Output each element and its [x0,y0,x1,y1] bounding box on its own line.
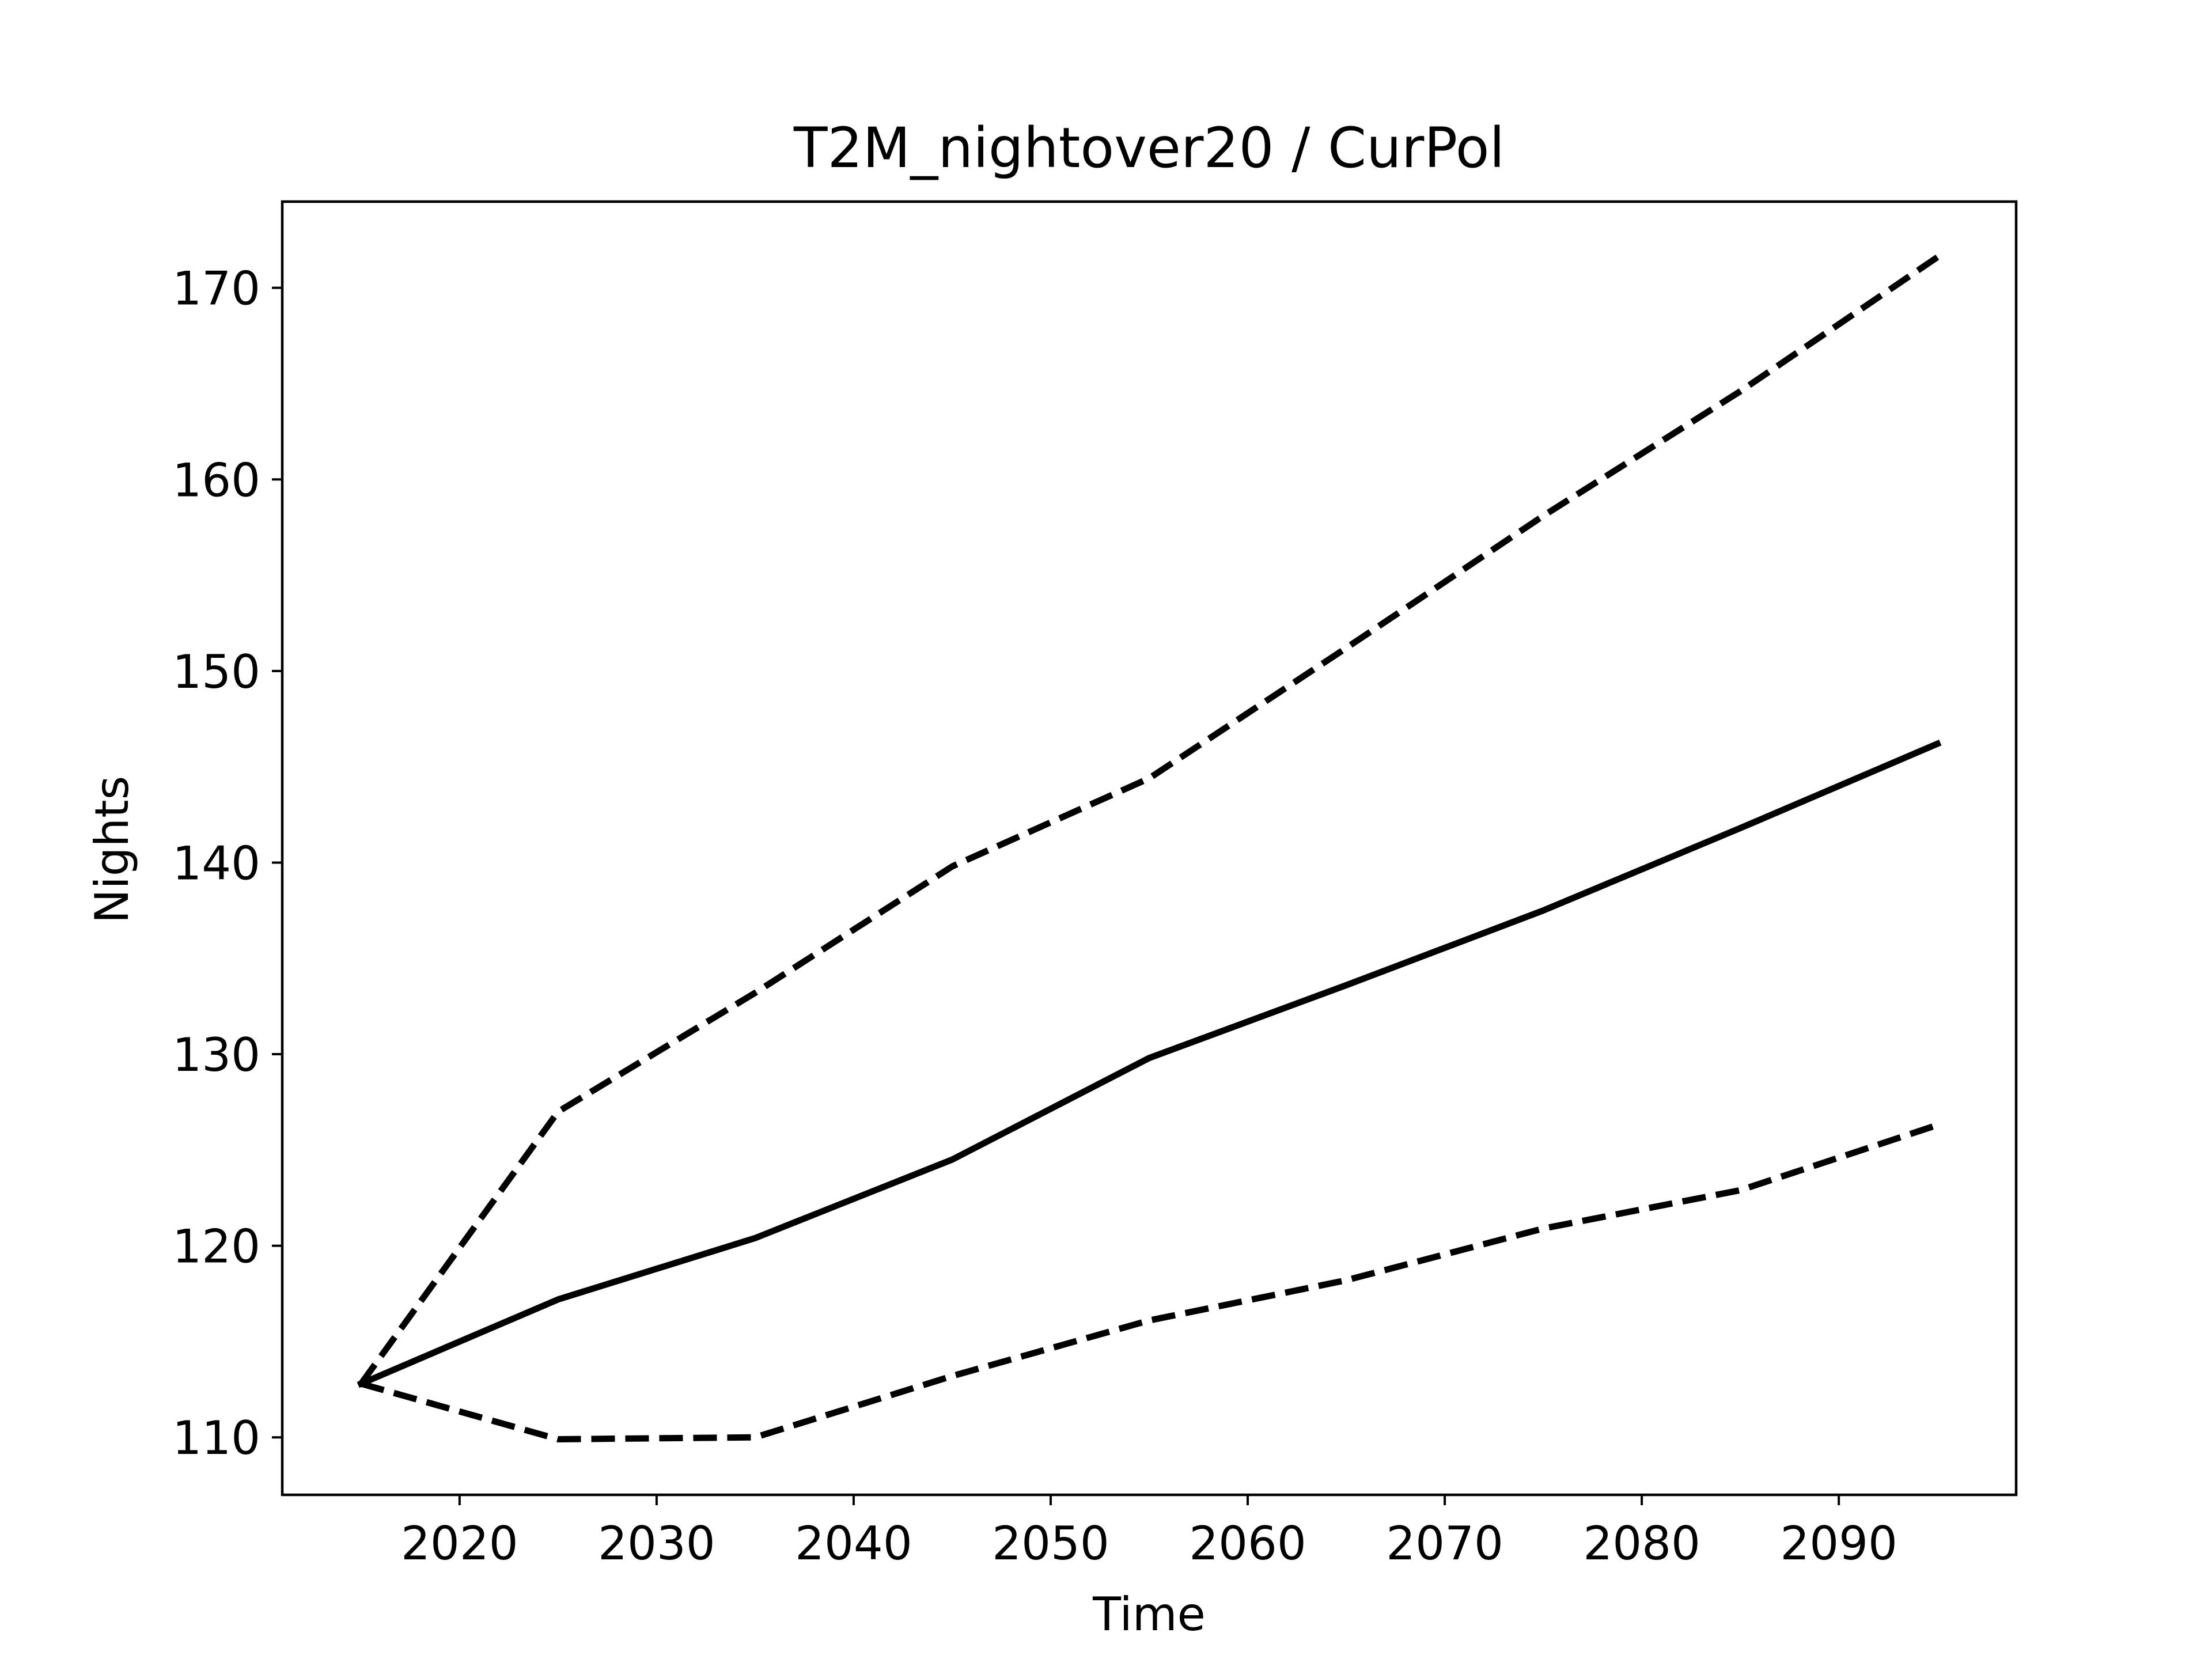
x-tick-label: 2060 [1189,1517,1306,1570]
y-axis-title: Nights [85,776,139,924]
x-axis-title: Time [1092,1588,1206,1641]
y-tick-label: 150 [172,645,260,699]
x-tick-label: 2030 [598,1517,715,1570]
x-tick-label: 2090 [1780,1517,1897,1570]
plot-frame [281,200,2018,1497]
x-tick-label: 2070 [1386,1517,1503,1570]
series-line-3 [360,1122,1938,1442]
x-tick-label: 2020 [401,1517,518,1570]
x-tick-label: 2050 [992,1517,1109,1570]
series-line-2 [358,254,1940,1386]
y-tick-label: 170 [172,262,260,316]
y-tick-label: 120 [172,1220,260,1274]
x-tick-label: 2080 [1583,1517,1700,1570]
y-tick-label: 140 [172,836,260,890]
chart-title: T2M_nightover20 / CurPol [793,116,1505,180]
y-tick-label: 160 [172,453,260,507]
y-tick-label: 110 [172,1411,260,1465]
x-tick-label: 2040 [795,1517,912,1570]
y-tick-label: 130 [172,1028,260,1082]
plot-area: 2020 2030 2040 2050 2060 2070 2080 2090 110 120 13… [172,200,2018,1570]
series-line-1 [357,739,1942,1388]
